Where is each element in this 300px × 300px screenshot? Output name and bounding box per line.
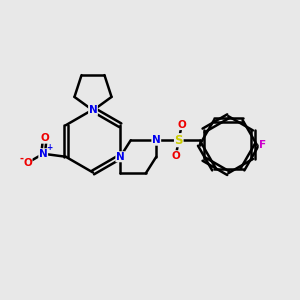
Text: O: O — [171, 151, 180, 161]
Text: O: O — [40, 133, 49, 143]
Text: +: + — [47, 143, 53, 152]
Text: N: N — [88, 105, 98, 116]
Text: F: F — [259, 140, 266, 150]
Text: N: N — [152, 135, 161, 145]
Text: -: - — [19, 153, 23, 163]
Text: N: N — [116, 152, 125, 162]
Text: N: N — [39, 149, 48, 159]
Text: S: S — [175, 134, 183, 147]
Text: O: O — [23, 158, 32, 168]
Text: O: O — [177, 120, 186, 130]
